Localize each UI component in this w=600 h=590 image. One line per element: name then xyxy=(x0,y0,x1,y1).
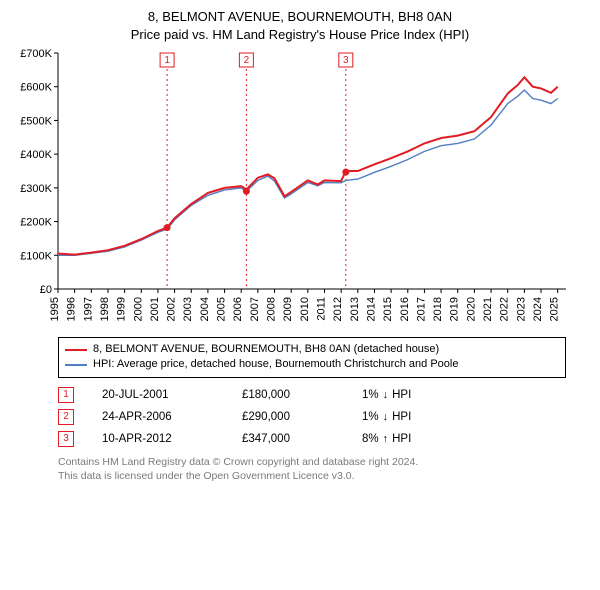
svg-text:2005: 2005 xyxy=(216,297,228,321)
chart-area: £0 £100K £200K £300K £400K £500K £600K £700K 199… xyxy=(10,49,590,329)
tx-date: 20-JUL-2001 xyxy=(102,389,242,401)
tx-delta: 1% ↓ HPI xyxy=(362,389,411,401)
svg-text:1998: 1998 xyxy=(99,297,111,321)
svg-text:£0: £0 xyxy=(40,284,52,296)
svg-text:2023: 2023 xyxy=(515,297,527,321)
svg-text:2013: 2013 xyxy=(349,297,361,321)
tx-marker-2: 2 xyxy=(58,409,74,425)
svg-text:2004: 2004 xyxy=(199,297,211,321)
legend-property-row: 8, BELMONT AVENUE, BOURNEMOUTH, BH8 0AN … xyxy=(65,342,559,357)
svg-text:2022: 2022 xyxy=(499,297,511,321)
svg-text:2010: 2010 xyxy=(299,297,311,321)
svg-text:2002: 2002 xyxy=(166,297,178,321)
svg-text:2009: 2009 xyxy=(282,297,294,321)
svg-text:2011: 2011 xyxy=(315,297,327,321)
svg-text:£700K: £700K xyxy=(20,49,52,60)
title-line1: 8, BELMONT AVENUE, BOURNEMOUTH, BH8 0AN xyxy=(10,8,590,26)
chart-title: 8, BELMONT AVENUE, BOURNEMOUTH, BH8 0AN … xyxy=(10,8,590,43)
svg-text:1996: 1996 xyxy=(66,297,78,321)
svg-text:2001: 2001 xyxy=(149,297,161,321)
table-row: 1 20-JUL-2001 £180,000 1% ↓ HPI xyxy=(58,384,590,406)
svg-text:2025: 2025 xyxy=(549,297,561,321)
svg-text:2016: 2016 xyxy=(399,297,411,321)
tx-price: £290,000 xyxy=(242,411,362,423)
svg-text:2018: 2018 xyxy=(432,297,444,321)
svg-text:£100K: £100K xyxy=(20,250,52,262)
tx-price: £347,000 xyxy=(242,433,362,445)
svg-text:2003: 2003 xyxy=(182,297,194,321)
svg-text:£200K: £200K xyxy=(20,217,52,229)
svg-text:1995: 1995 xyxy=(49,297,61,321)
svg-text:2006: 2006 xyxy=(232,297,244,321)
svg-text:£500K: £500K xyxy=(20,116,52,128)
svg-text:3: 3 xyxy=(343,55,349,66)
legend-property-label: 8, BELMONT AVENUE, BOURNEMOUTH, BH8 0AN … xyxy=(93,342,439,357)
svg-text:2014: 2014 xyxy=(365,297,377,321)
line-chart: £0 £100K £200K £300K £400K £500K £600K £700K 199… xyxy=(10,49,570,329)
svg-text:2008: 2008 xyxy=(266,297,278,321)
legend-hpi-swatch xyxy=(65,364,87,366)
tx-price: £180,000 xyxy=(242,389,362,401)
table-row: 2 24-APR-2006 £290,000 1% ↓ HPI xyxy=(58,406,590,428)
tx-marker-3: 3 xyxy=(58,431,74,447)
svg-text:2024: 2024 xyxy=(532,297,544,321)
svg-text:2019: 2019 xyxy=(449,297,461,321)
svg-text:£300K: £300K xyxy=(20,183,52,195)
footer-attribution: Contains HM Land Registry data © Crown c… xyxy=(58,456,590,483)
legend-property-swatch xyxy=(65,349,87,351)
svg-text:2017: 2017 xyxy=(415,297,427,321)
svg-text:2020: 2020 xyxy=(465,297,477,321)
svg-text:2: 2 xyxy=(244,55,250,66)
chart-legend: 8, BELMONT AVENUE, BOURNEMOUTH, BH8 0AN … xyxy=(58,337,566,378)
svg-text:£400K: £400K xyxy=(20,149,52,161)
table-row: 3 10-APR-2012 £347,000 8% ↑ HPI xyxy=(58,428,590,450)
tx-delta: 1% ↓ HPI xyxy=(362,411,411,423)
legend-hpi-label: HPI: Average price, detached house, Bour… xyxy=(93,357,458,372)
footer-line1: Contains HM Land Registry data © Crown c… xyxy=(58,456,590,470)
tx-delta: 8% ↑ HPI xyxy=(362,433,411,445)
legend-hpi-row: HPI: Average price, detached house, Bour… xyxy=(65,357,559,372)
svg-text:1997: 1997 xyxy=(82,297,94,321)
title-line2: Price paid vs. HM Land Registry's House … xyxy=(10,26,590,44)
svg-text:1999: 1999 xyxy=(116,297,128,321)
tx-date: 10-APR-2012 xyxy=(102,433,242,445)
svg-text:2021: 2021 xyxy=(482,297,494,321)
tx-date: 24-APR-2006 xyxy=(102,411,242,423)
svg-text:2007: 2007 xyxy=(249,297,261,321)
svg-text:2000: 2000 xyxy=(132,297,144,321)
svg-text:2012: 2012 xyxy=(332,297,344,321)
arrow-down-icon: ↓ xyxy=(383,411,389,423)
arrow-down-icon: ↓ xyxy=(383,389,389,401)
tx-marker-1: 1 xyxy=(58,387,74,403)
svg-text:£600K: £600K xyxy=(20,82,52,94)
transactions-table: 1 20-JUL-2001 £180,000 1% ↓ HPI 2 24-APR… xyxy=(58,384,590,450)
footer-line2: This data is licensed under the Open Gov… xyxy=(58,470,590,484)
svg-text:1: 1 xyxy=(164,55,170,66)
arrow-up-icon: ↑ xyxy=(383,433,389,445)
svg-text:2015: 2015 xyxy=(382,297,394,321)
